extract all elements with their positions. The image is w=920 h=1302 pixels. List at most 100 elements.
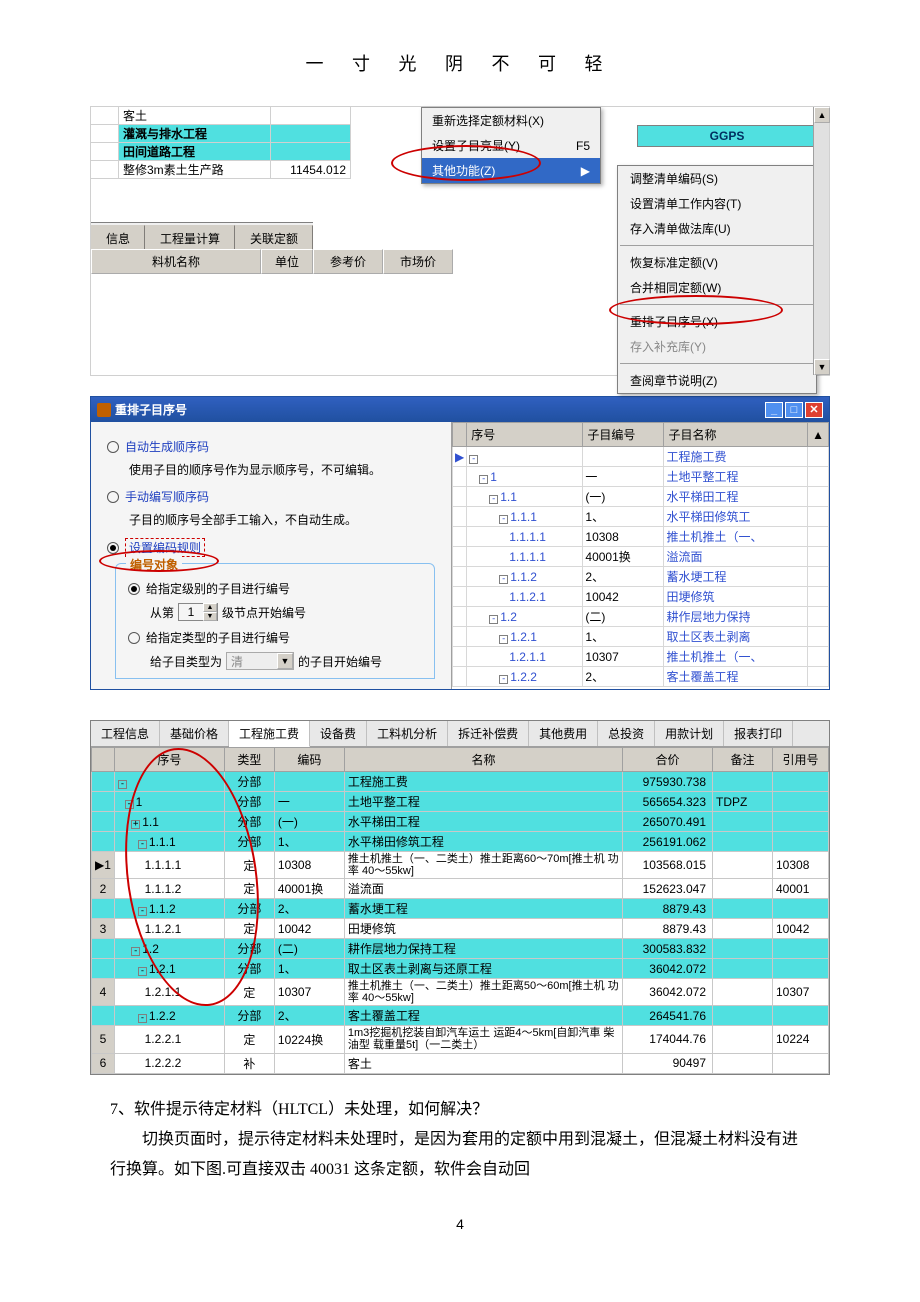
page-number: 4 [0, 1216, 920, 1232]
chevron-right-icon: ▶ [581, 164, 590, 178]
radio-auto[interactable]: 自动生成顺序码 [107, 438, 435, 455]
menu-item[interactable]: 设置子目亮显(Y)F5 [422, 133, 600, 158]
table-row[interactable]: 5 1.2.2.1定10224换1m3挖掘机挖装自卸汽车运土 运距4～5km[自… [92, 1026, 829, 1053]
grid-tabs: 工程信息基础价格工程施工费设备费工料机分析拆迁补偿费其他费用总投资用款计划报表打… [91, 721, 829, 747]
question-heading: 7、软件提示待定材料（HLTCL）未处理，如何解决？ [110, 1095, 810, 1125]
table-row[interactable]: -1.2分部(二)耕作层地力保持工程300583.832 [92, 939, 829, 959]
col-header: 编码 [274, 748, 344, 772]
grid-tab[interactable]: 基础价格 [160, 721, 229, 746]
menu-item-reorder[interactable]: 重排子目序号(X) [618, 309, 816, 334]
tree-row[interactable]: 客土 [119, 107, 271, 124]
close-button[interactable]: ✕ [805, 402, 823, 418]
tab-qty[interactable]: 工程量计算 [145, 225, 235, 252]
table-row[interactable]: -1分部一土地平整工程565654.323TDPZ [92, 792, 829, 812]
table-row[interactable]: -1一土地平整工程 [453, 467, 829, 487]
preview-grid: 序号 子目编号 子目名称 ▲ ▶-工程施工费 -1一土地平整工程 -1.1(一)… [451, 422, 829, 689]
table-row[interactable]: 1.1.1.140001换溢流面 [453, 547, 829, 567]
table-row[interactable]: ▶1 1.1.1.1定10308推土机推土（一、二类土）推土距离60～70m[推… [92, 852, 829, 879]
table-row[interactable]: -1.1.2分部2、蓄水埂工程8879.43 [92, 899, 829, 919]
table-row[interactable]: -1.2.11、取土区表土剥离 [453, 627, 829, 647]
grid-tab[interactable]: 用款计划 [655, 721, 724, 746]
menu-item[interactable]: 恢复标准定额(V) [618, 250, 816, 275]
sec1-panel: 客土 灌溉与排水工程 田间道路工程 整修3m素土生产路11454.012 重新选… [90, 106, 830, 376]
radio-desc: 使用子目的顺序号作为显示顺序号，不可编辑。 [129, 461, 435, 478]
table-row[interactable]: 1.1.2.110042田埂修筑 [453, 587, 829, 607]
chevron-down-icon[interactable]: ▼ [277, 653, 293, 669]
col-header: 子目编号 [583, 423, 664, 447]
table-row[interactable]: -1.1.11、水平梯田修筑工 [453, 507, 829, 527]
type-combo[interactable]: 清 ▼ [226, 652, 294, 670]
menu-item[interactable]: 存入补充库(Y) [618, 334, 816, 359]
radio-manual[interactable]: 手动编写顺序码 [107, 488, 435, 505]
table-row[interactable]: -分部工程施工费975930.738 [92, 772, 829, 792]
grid-tab[interactable]: 报表打印 [724, 721, 793, 746]
col-header: 市场价 [383, 249, 453, 274]
reorder-dialog: 重排子目序号 _ □ ✕ 自动生成顺序码 使用子目的顺序号作为显示顺序号，不可编… [90, 396, 830, 690]
scroll-down-icon[interactable]: ▼ [814, 359, 830, 375]
scroll-up-icon[interactable]: ▲ [814, 107, 830, 123]
body-text: 7、软件提示待定材料（HLTCL）未处理，如何解决？ 切换页面时，提示待定材料未… [110, 1095, 810, 1186]
table-row[interactable]: -1.1.22、蓄水埂工程 [453, 567, 829, 587]
tab-info[interactable]: 信息 [91, 225, 145, 252]
level-spinner[interactable]: 1 ▲▼ [178, 603, 218, 621]
grid-tab[interactable]: 工程信息 [91, 721, 160, 746]
menu-item-other[interactable]: 其他功能(Z)▶ [422, 158, 600, 183]
grid-tab[interactable]: 总投资 [598, 721, 655, 746]
tree-row[interactable]: 灌溉与排水工程 [119, 125, 271, 142]
radio-by-type[interactable]: 给指定类型的子目进行编号 [128, 629, 422, 646]
grid-tab[interactable]: 工料机分析 [367, 721, 448, 746]
numbering-fieldset: 编号对象 给指定级别的子目进行编号 从第 1 ▲▼ 级节点开始编号 给指定类型的… [115, 563, 435, 679]
menu-item[interactable]: 重新选择定额材料(X) [422, 108, 600, 133]
table-row[interactable]: ▶-工程施工费 [453, 447, 829, 467]
main-grid: 工程信息基础价格工程施工费设备费工料机分析拆迁补偿费其他费用总投资用款计划报表打… [90, 720, 830, 1075]
fieldset-legend: 编号对象 [126, 556, 182, 573]
col-header: 类型 [224, 748, 274, 772]
menu-item[interactable]: 查阅章节说明(Z) [618, 368, 816, 393]
radio-desc: 子目的顺序号全部手工输入，不自动生成。 [129, 511, 435, 528]
table-row[interactable]: -1.2.22、客土覆盖工程 [453, 667, 829, 687]
label: 级节点开始编号 [222, 604, 306, 621]
table-row[interactable]: 1.1.1.110308推土机推土（一、 [453, 527, 829, 547]
spin-up-icon[interactable]: ▲ [203, 603, 217, 612]
page-header: 一 寸 光 阴 不 可 轻 [0, 50, 920, 76]
tree-row[interactable]: 田间道路工程 [119, 143, 271, 160]
table-row[interactable]: +1.1分部(一)水平梯田工程265070.491 [92, 812, 829, 832]
table-row[interactable]: -1.1.1分部1、水平梯田修筑工程256191.062 [92, 832, 829, 852]
radio-rules[interactable]: 设置编码规则 [107, 538, 435, 557]
table-row[interactable]: 3 1.1.2.1定10042田埂修筑8879.4310042 [92, 919, 829, 939]
tab-link[interactable]: 关联定额 [235, 225, 313, 252]
radio-by-level[interactable]: 给指定级别的子目进行编号 [128, 580, 422, 597]
spin-down-icon[interactable]: ▼ [203, 612, 217, 621]
table-row[interactable]: 1.2.1.110307推土机推土（一、 [453, 647, 829, 667]
col-header: 参考价 [313, 249, 383, 274]
menu-item[interactable]: 存入清单做法库(U) [618, 216, 816, 241]
col-header: 序号 [467, 423, 583, 447]
label: 从第 [150, 604, 174, 621]
label: 给子目类型为 [150, 653, 222, 670]
menu-item[interactable]: 调整清单编码(S) [618, 166, 816, 191]
grid-tab[interactable]: 工程施工费 [229, 721, 310, 747]
label: 的子目开始编号 [298, 653, 382, 670]
scrollbar[interactable]: ▲ ▼ [813, 107, 829, 375]
maximize-button[interactable]: □ [785, 402, 803, 418]
menu-item[interactable]: 设置清单工作内容(T) [618, 191, 816, 216]
table-row[interactable]: 4 1.2.1.1定10307推土机推土（一、二类土）推土距离50～60m[推土… [92, 979, 829, 1006]
grid-tab[interactable]: 设备费 [310, 721, 367, 746]
table-row[interactable]: -1.1(一)水平梯田工程 [453, 487, 829, 507]
tree-panel: 客土 灌溉与排水工程 田间道路工程 整修3m素土生产路11454.012 [91, 107, 351, 179]
grid-tab[interactable]: 拆迁补偿费 [448, 721, 529, 746]
table-row[interactable]: 2 1.1.1.2定40001换溢流面152623.04740001 [92, 879, 829, 899]
table-row[interactable]: -1.2.1分部1、取土区表土剥离与还原工程36042.072 [92, 959, 829, 979]
sec1-grid-header: 料机名称 单位 参考价 市场价 [91, 249, 453, 274]
table-row[interactable]: -1.2(二)耕作层地力保持 [453, 607, 829, 627]
table-row[interactable]: -1.2.2分部2、客土覆盖工程264541.76 [92, 1006, 829, 1026]
paragraph: 切换页面时，提示待定材料未处理时，是因为套用的定额中用到混凝土，但混凝土材料没有… [110, 1125, 810, 1186]
table-row[interactable]: 6 1.2.2.2补客土90497 [92, 1053, 829, 1073]
menu-item[interactable]: 合并相同定额(W) [618, 275, 816, 300]
col-header: 备注 [713, 748, 773, 772]
grid-tab[interactable]: 其他费用 [529, 721, 598, 746]
tree-row-val: 11454.012 [271, 161, 351, 178]
tree-row[interactable]: 整修3m素土生产路 [119, 161, 271, 178]
dialog-title: 重排子目序号 [115, 401, 187, 418]
minimize-button[interactable]: _ [765, 402, 783, 418]
